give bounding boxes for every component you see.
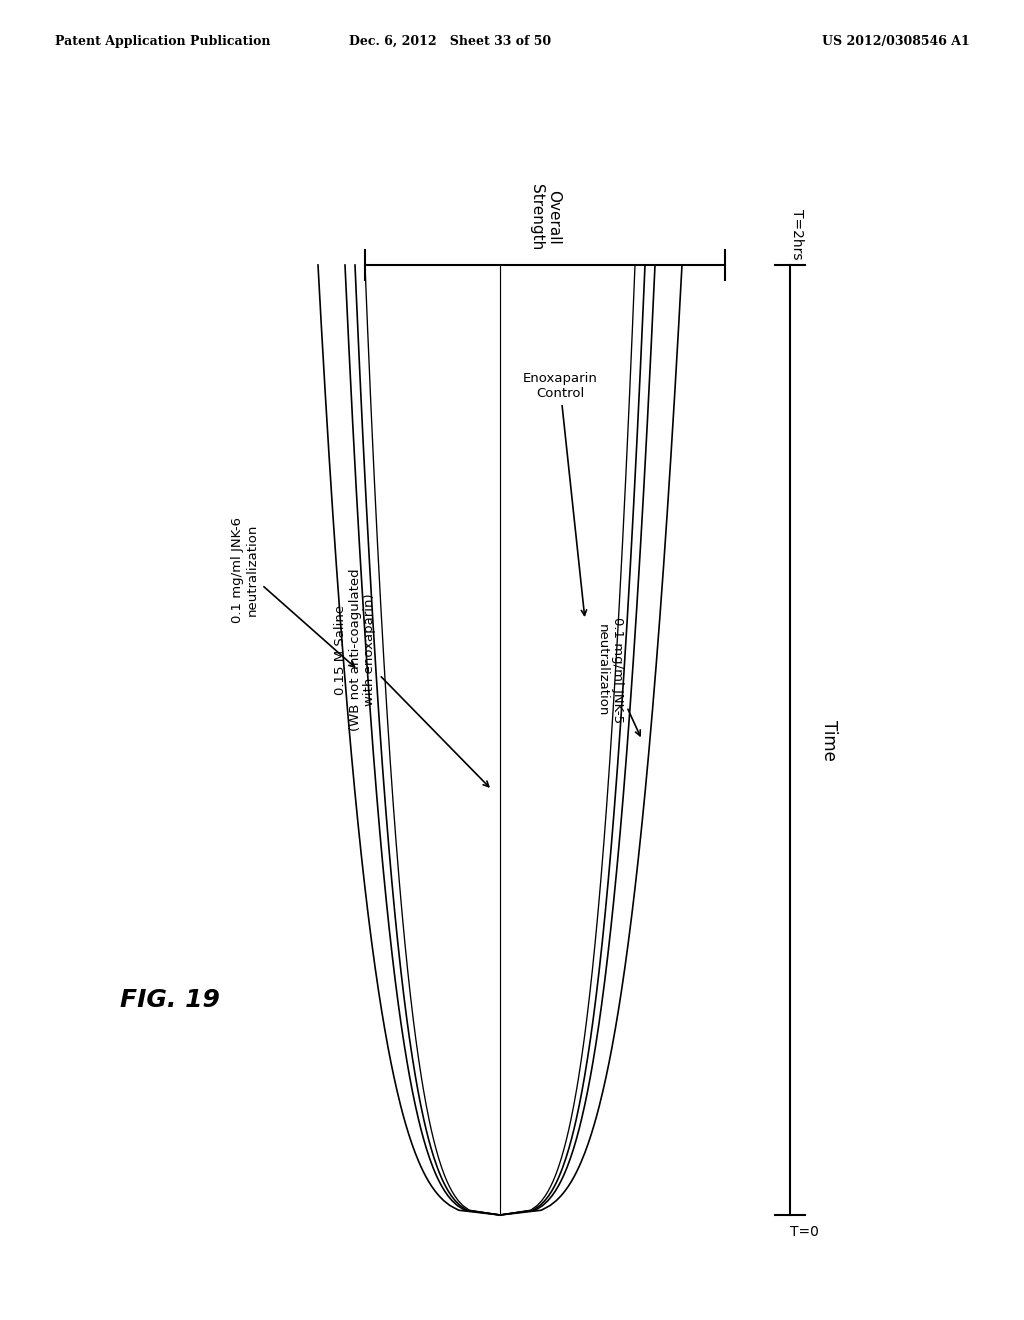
Text: T=2hrs: T=2hrs: [790, 210, 804, 260]
Text: FIG. 19: FIG. 19: [120, 987, 220, 1012]
Text: 0.15 M Saline
(WB not anti-coagulated
with enoxaparin): 0.15 M Saline (WB not anti-coagulated wi…: [334, 569, 488, 787]
Text: Dec. 6, 2012   Sheet 33 of 50: Dec. 6, 2012 Sheet 33 of 50: [349, 36, 551, 48]
Text: 0.1 mg/ml JNK-6
neutralization: 0.1 mg/ml JNK-6 neutralization: [231, 517, 354, 667]
Text: Overall
Strength: Overall Strength: [528, 183, 561, 249]
Text: US 2012/0308546 A1: US 2012/0308546 A1: [822, 36, 970, 48]
Text: Enoxaparin
Control: Enoxaparin Control: [522, 372, 597, 615]
Text: Time: Time: [820, 719, 838, 760]
Text: Patent Application Publication: Patent Application Publication: [55, 36, 270, 48]
Text: 0.1 mg/ml JNK-5
neutralization: 0.1 mg/ml JNK-5 neutralization: [596, 616, 640, 735]
Text: T=0: T=0: [790, 1225, 819, 1239]
